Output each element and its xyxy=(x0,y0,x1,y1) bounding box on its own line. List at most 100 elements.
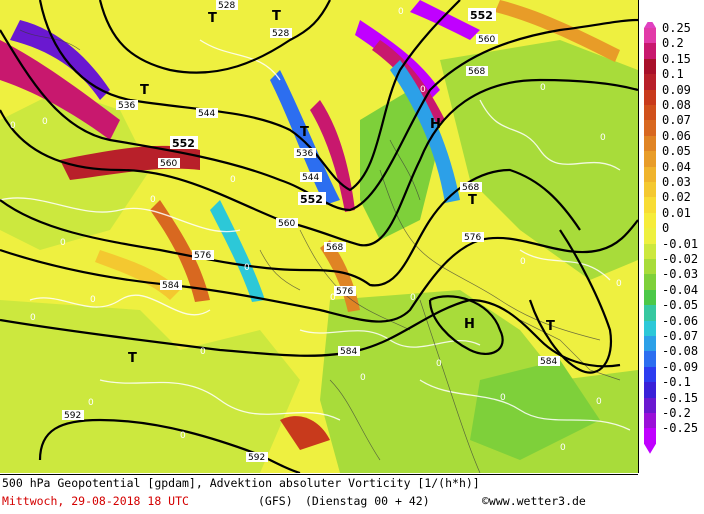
legend-label: 0 xyxy=(662,221,670,236)
vorticity-shading xyxy=(0,0,638,473)
legend-entry: -0.05 xyxy=(640,299,704,321)
legend-label: -0.03 xyxy=(662,267,699,282)
legend-entry: 0 xyxy=(640,222,704,244)
legend-label: 0.15 xyxy=(662,51,691,66)
legend-entry: -0.06 xyxy=(640,315,704,336)
svg-text:0: 0 xyxy=(360,373,366,383)
low-center-2: T xyxy=(272,9,281,24)
contour-label-536: 536 xyxy=(118,101,135,111)
contour-label-544b: 544 xyxy=(302,173,319,183)
colorbar-legend: 0.25 0.2 0.15 0.1 0.09 0.08 0.07 0.06 0.05 0.04 0.… xyxy=(640,22,704,458)
legend-label: -0.08 xyxy=(662,344,699,359)
legend-entry: -0.01 xyxy=(640,238,704,259)
legend-swatch xyxy=(644,382,656,398)
legend-entry: -0.2 xyxy=(640,407,704,429)
legend-swatch xyxy=(644,120,656,136)
legend-swatch xyxy=(644,182,656,198)
contour-label-528b: 528 xyxy=(272,29,289,39)
contour-label-576c: 576 xyxy=(464,233,481,243)
legend-entry: -0.25 xyxy=(640,422,704,444)
svg-text:0: 0 xyxy=(436,359,442,369)
legend-label: 0.08 xyxy=(662,98,691,112)
high-center-1: H xyxy=(430,117,441,132)
zero-lines xyxy=(0,39,631,431)
map-title: 500 hPa Geopotential [gpdam], Advektion … xyxy=(2,476,480,490)
legend-label: 0.01 xyxy=(662,205,691,220)
contour-label-592b: 592 xyxy=(248,453,265,463)
legend-swatch xyxy=(644,228,656,244)
legend-swatch xyxy=(644,366,656,383)
weather-map: 528 528 536 536 544 544 552 552 552 560 … xyxy=(0,0,639,473)
legend-label: 0.06 xyxy=(662,128,691,143)
legend-entry: -0.1 xyxy=(640,376,704,398)
svg-text:0: 0 xyxy=(90,295,96,305)
svg-text:0: 0 xyxy=(10,121,16,131)
legend-swatch xyxy=(644,289,656,306)
legend-entry: -0.02 xyxy=(640,253,704,275)
legend-entry: -0.07 xyxy=(640,330,704,352)
low-center-6: T xyxy=(128,351,137,366)
legend-swatch xyxy=(644,413,656,429)
legend-swatch xyxy=(644,197,656,213)
legend-entry: -0.09 xyxy=(640,361,704,383)
legend-label: 0.07 xyxy=(662,113,691,128)
legend-swatch xyxy=(644,166,656,182)
legend-entry: 0.1 xyxy=(640,68,704,90)
legend-label: 0.09 xyxy=(662,82,691,97)
contour-label-552b: 552 xyxy=(300,193,323,206)
pressure-centers: T T T T T T T H H xyxy=(128,9,555,366)
contour-label-536b: 536 xyxy=(296,149,313,159)
legend-swatch xyxy=(644,89,656,105)
legend-label: 0.1 xyxy=(662,67,684,82)
svg-text:0: 0 xyxy=(200,347,206,357)
svg-text:0: 0 xyxy=(520,257,526,267)
legend-swatch xyxy=(644,58,656,75)
contour-label-584c: 584 xyxy=(540,357,557,367)
low-center-4: T xyxy=(300,125,309,140)
legend-label: -0.09 xyxy=(662,359,699,374)
legend-label: -0.01 xyxy=(662,236,699,251)
legend-entry: 0.05 xyxy=(640,145,704,167)
svg-text:0: 0 xyxy=(60,238,66,248)
legend-entry: -0.08 xyxy=(640,345,704,367)
copyright-link[interactable]: ©www.wetter3.de xyxy=(482,494,586,508)
legend-entry: -0.15 xyxy=(640,392,704,413)
legend-label: -0.06 xyxy=(662,313,699,328)
legend-swatch xyxy=(644,274,656,290)
svg-text:0: 0 xyxy=(600,133,606,143)
contour-label-592: 592 xyxy=(64,411,81,421)
contour-label-528: 528 xyxy=(218,1,235,11)
legend-entry: 0.08 xyxy=(640,99,704,121)
model-run: (Dienstag 00 + 42) xyxy=(305,494,430,508)
contour-label-552: 552 xyxy=(172,137,195,150)
legend-entry: 0.25 xyxy=(640,22,704,44)
legend-swatch xyxy=(644,74,656,90)
model-name: (GFS) xyxy=(258,494,293,508)
legend-label: -0.07 xyxy=(662,329,699,343)
svg-text:0: 0 xyxy=(42,117,48,127)
legend-label: -0.15 xyxy=(662,390,699,405)
legend-entry: 0.06 xyxy=(640,130,704,152)
low-center-7: T xyxy=(546,319,555,334)
legend-swatch xyxy=(644,135,656,152)
svg-text:0: 0 xyxy=(420,85,426,95)
legend-entry: 0.15 xyxy=(640,53,704,75)
svg-text:0: 0 xyxy=(244,263,250,273)
legend-swatch xyxy=(644,397,656,413)
legend-entry: 0.07 xyxy=(640,114,704,136)
contour-label-576b: 576 xyxy=(336,287,353,297)
legend-label: 0.25 xyxy=(662,21,691,35)
legend-entry: 0.2 xyxy=(640,37,704,59)
contour-label-560c: 560 xyxy=(478,35,495,45)
legend-entry: 0.03 xyxy=(640,176,704,198)
svg-text:0: 0 xyxy=(150,195,156,205)
legend-entry: 0.09 xyxy=(640,84,704,105)
legend-label: 0.04 xyxy=(662,159,691,174)
legend-label: -0.02 xyxy=(662,252,699,266)
legend-entry: 0.04 xyxy=(640,161,704,182)
svg-text:0: 0 xyxy=(398,7,404,17)
legend-entry: -0.04 xyxy=(640,284,704,306)
contour-label-552c: 552 xyxy=(470,9,493,22)
contour-label-576: 576 xyxy=(194,251,211,261)
svg-text:0: 0 xyxy=(30,313,36,323)
